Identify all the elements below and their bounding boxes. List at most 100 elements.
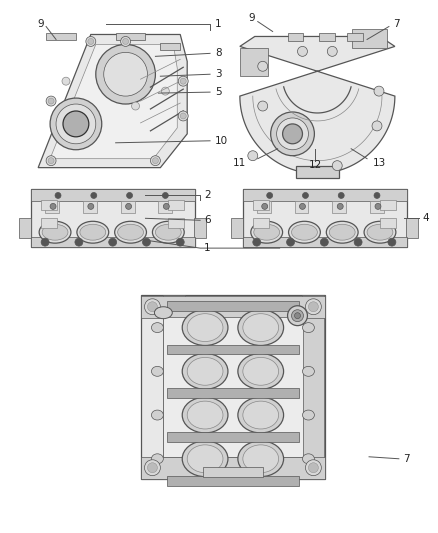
Ellipse shape bbox=[238, 353, 283, 389]
Ellipse shape bbox=[39, 221, 71, 243]
Text: 13: 13 bbox=[373, 158, 386, 168]
Circle shape bbox=[305, 460, 321, 475]
Circle shape bbox=[127, 192, 133, 198]
Polygon shape bbox=[50, 44, 177, 159]
Bar bbox=[288, 34, 304, 42]
Ellipse shape bbox=[289, 221, 320, 243]
Bar bbox=[194, 219, 206, 238]
Circle shape bbox=[120, 36, 131, 46]
Bar bbox=[253, 219, 268, 228]
Circle shape bbox=[88, 204, 94, 209]
Circle shape bbox=[55, 192, 61, 198]
Bar bbox=[168, 219, 184, 228]
Bar bbox=[167, 388, 300, 398]
Ellipse shape bbox=[367, 224, 393, 240]
Bar bbox=[296, 166, 339, 177]
Ellipse shape bbox=[182, 441, 228, 477]
Circle shape bbox=[50, 204, 56, 209]
Ellipse shape bbox=[326, 221, 358, 243]
Ellipse shape bbox=[115, 221, 146, 243]
Ellipse shape bbox=[187, 314, 223, 342]
Bar bbox=[163, 317, 304, 457]
Ellipse shape bbox=[303, 366, 314, 376]
Circle shape bbox=[267, 192, 273, 198]
Circle shape bbox=[308, 463, 318, 473]
Ellipse shape bbox=[303, 410, 314, 420]
Bar bbox=[167, 475, 300, 486]
Text: 1: 1 bbox=[204, 243, 211, 253]
Ellipse shape bbox=[118, 224, 144, 240]
Ellipse shape bbox=[303, 454, 314, 464]
Bar bbox=[231, 219, 243, 238]
Bar bbox=[294, 201, 308, 213]
Ellipse shape bbox=[42, 224, 68, 240]
Ellipse shape bbox=[152, 221, 184, 243]
Ellipse shape bbox=[155, 307, 172, 319]
Circle shape bbox=[320, 238, 328, 246]
Ellipse shape bbox=[238, 310, 283, 345]
Circle shape bbox=[109, 238, 117, 246]
Circle shape bbox=[271, 112, 314, 156]
Ellipse shape bbox=[303, 322, 314, 333]
Bar bbox=[347, 34, 363, 42]
Circle shape bbox=[48, 158, 54, 164]
Circle shape bbox=[308, 302, 318, 312]
Bar bbox=[380, 200, 396, 211]
Ellipse shape bbox=[243, 445, 279, 473]
Circle shape bbox=[48, 98, 54, 104]
Ellipse shape bbox=[182, 353, 228, 389]
Bar bbox=[240, 49, 268, 76]
Circle shape bbox=[258, 61, 268, 71]
Circle shape bbox=[63, 111, 89, 137]
Circle shape bbox=[41, 238, 49, 246]
Ellipse shape bbox=[152, 410, 163, 420]
Ellipse shape bbox=[77, 221, 109, 243]
Ellipse shape bbox=[187, 445, 223, 473]
Bar bbox=[31, 237, 195, 247]
Ellipse shape bbox=[182, 310, 228, 345]
Circle shape bbox=[148, 302, 157, 312]
Bar bbox=[370, 201, 384, 213]
Bar bbox=[303, 295, 324, 479]
Circle shape bbox=[374, 192, 380, 198]
Circle shape bbox=[374, 86, 384, 96]
Text: 11: 11 bbox=[233, 158, 247, 168]
Circle shape bbox=[104, 52, 148, 96]
Ellipse shape bbox=[254, 224, 279, 240]
Text: 7: 7 bbox=[403, 454, 410, 464]
Circle shape bbox=[338, 192, 344, 198]
Ellipse shape bbox=[152, 454, 163, 464]
Circle shape bbox=[91, 192, 97, 198]
Bar bbox=[163, 295, 185, 479]
Circle shape bbox=[180, 113, 186, 119]
Bar bbox=[19, 219, 31, 238]
Bar bbox=[141, 295, 325, 479]
Bar bbox=[167, 301, 300, 311]
Circle shape bbox=[178, 76, 188, 86]
Bar bbox=[243, 190, 407, 247]
Circle shape bbox=[292, 310, 304, 321]
Text: 2: 2 bbox=[204, 190, 211, 200]
Circle shape bbox=[180, 78, 186, 84]
Ellipse shape bbox=[243, 314, 279, 342]
Circle shape bbox=[46, 96, 56, 106]
Bar bbox=[257, 201, 271, 213]
Bar bbox=[319, 34, 335, 42]
Circle shape bbox=[163, 204, 170, 209]
Circle shape bbox=[288, 306, 307, 326]
Bar bbox=[45, 201, 59, 213]
Ellipse shape bbox=[155, 224, 181, 240]
Polygon shape bbox=[240, 36, 395, 174]
Circle shape bbox=[297, 46, 307, 56]
Circle shape bbox=[375, 204, 381, 209]
Text: 3: 3 bbox=[215, 69, 222, 79]
Bar bbox=[253, 200, 268, 211]
Circle shape bbox=[305, 299, 321, 314]
Text: 1: 1 bbox=[215, 19, 222, 29]
Bar bbox=[352, 29, 387, 49]
Bar bbox=[120, 201, 134, 213]
Circle shape bbox=[123, 38, 129, 44]
Bar bbox=[31, 190, 195, 247]
Ellipse shape bbox=[243, 401, 279, 429]
Circle shape bbox=[283, 124, 303, 144]
